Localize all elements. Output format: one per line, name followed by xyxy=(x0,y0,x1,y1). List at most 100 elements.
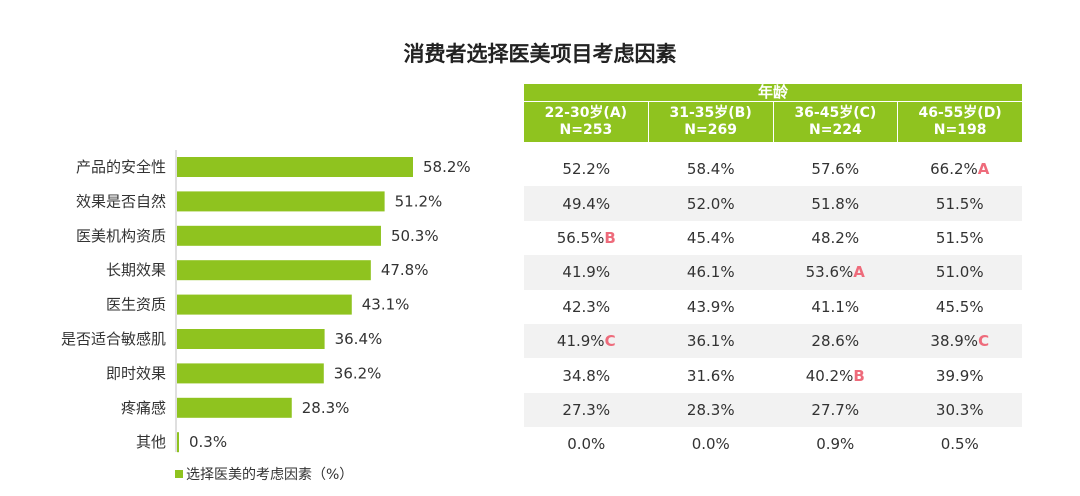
bar-value-label: 51.2% xyxy=(395,192,443,210)
category-label: 长期效果 xyxy=(106,261,166,279)
cell-value: 48.2% xyxy=(811,228,860,247)
cell-value: 0.0% xyxy=(567,435,606,454)
bar xyxy=(177,191,385,212)
cell-value: 52.2% xyxy=(562,160,611,179)
age-group-label: 31-35岁(B) xyxy=(669,105,752,121)
table-cell: 0.5% xyxy=(898,435,1023,453)
bar xyxy=(177,363,324,384)
table-row: 34.8% 31.6% 40.2%B 39.9% xyxy=(524,358,1022,392)
bar-value-label: 36.2% xyxy=(334,364,382,382)
bar-value-label: 43.1% xyxy=(362,296,410,314)
table-cell: 51.5% xyxy=(898,195,1023,213)
table-cell: 51.5% xyxy=(898,229,1023,247)
table-row: 27.3% 28.3% 27.7% 30.3% xyxy=(524,392,1022,428)
table-cell: 48.2% xyxy=(773,229,898,247)
cell-value: 41.1% xyxy=(811,297,860,316)
bar xyxy=(177,432,179,453)
age-group-n: N=198 xyxy=(933,122,987,138)
cell-value: 45.4% xyxy=(686,228,735,247)
table-cell: 41.9% xyxy=(524,263,649,281)
age-group-c: 36-45岁(C) N=224 xyxy=(773,102,898,142)
table-cell: 34.8% xyxy=(524,367,649,385)
bar xyxy=(177,260,371,281)
bar xyxy=(177,294,352,315)
table-cell: 52.2% xyxy=(524,160,649,178)
category-label: 医生资质 xyxy=(106,296,166,314)
legend-label: 选择医美的考虑因素（%） xyxy=(186,467,354,483)
table-cell: 0.9% xyxy=(773,435,898,453)
bar xyxy=(177,329,325,349)
significance-marker: B xyxy=(853,366,865,385)
cell-value: 28.3% xyxy=(686,400,735,419)
table-cell: 58.4% xyxy=(649,160,774,178)
cell-value: 34.8% xyxy=(562,366,611,385)
significance-marker: B xyxy=(604,228,616,247)
age-group-b: 31-35岁(B) N=269 xyxy=(648,102,773,142)
bar xyxy=(177,157,413,177)
category-label: 医美机构资质 xyxy=(76,227,166,245)
age-group-n: N=253 xyxy=(559,122,613,138)
cell-value: 30.3% xyxy=(935,400,984,419)
table-row: 41.9%C 36.1% 28.6% 38.9%C xyxy=(524,323,1022,359)
cell-value: 27.3% xyxy=(562,400,611,419)
cell-value: 51.8% xyxy=(811,194,860,213)
table-cell: 46.1% xyxy=(649,263,774,281)
table-body: 52.2% 58.4% 57.6% 66.2%A 49.4% 52.0% 51.8% 51.5… xyxy=(524,152,1022,462)
age-table: 年龄 22-30岁(A) N=253 31-35岁(B) N=269 36-45… xyxy=(524,84,1022,462)
cell-value: 49.4% xyxy=(562,194,611,213)
table-cell: 49.4% xyxy=(524,195,649,213)
age-group-n: N=269 xyxy=(684,122,737,138)
bar-value-label: 58.2% xyxy=(423,158,471,176)
table-cell: 51.8% xyxy=(773,195,898,213)
age-group-a: 22-30岁(A) N=253 xyxy=(524,102,648,142)
table-cell: 53.6%A xyxy=(773,263,898,281)
bar-value-label: 0.3% xyxy=(189,433,227,451)
bar xyxy=(177,225,381,246)
cell-value: 58.4% xyxy=(686,160,735,179)
bar-value-label: 47.8% xyxy=(381,261,429,279)
table-cell: 40.2%B xyxy=(773,367,898,385)
table-row: 49.4% 52.0% 51.8% 51.5% xyxy=(524,186,1023,221)
table-cell: 45.5% xyxy=(898,298,1023,316)
cell-value: 40.2% xyxy=(805,366,854,385)
cell-value: 51.5% xyxy=(935,194,984,213)
table-row: 42.3% 43.9% 41.1% 45.5% xyxy=(524,290,1022,324)
cell-value: 39.9% xyxy=(935,366,984,385)
significance-marker: A xyxy=(977,160,990,179)
cell-value: 66.2% xyxy=(930,160,978,179)
category-label: 其他 xyxy=(136,433,166,451)
table-cell: 57.6% xyxy=(773,160,898,178)
age-group-n: N=224 xyxy=(809,122,862,138)
bar-chart: 产品的安全性 58.2% 效果是否自然 51.2% 医美机构资质 50.3% 长期效果 47.… xyxy=(61,150,471,453)
table-cell: 42.3% xyxy=(524,298,649,316)
table-row: 41.9% 46.1% 53.6%A 51.0% xyxy=(524,255,1023,290)
cell-value: 0.9% xyxy=(816,435,855,454)
bar-value-label: 28.3% xyxy=(302,399,350,417)
age-group-label: 46-55岁(D) xyxy=(918,105,1002,121)
bar xyxy=(177,397,292,418)
cell-value: 53.6% xyxy=(805,263,854,282)
significance-marker: C xyxy=(604,332,616,351)
category-label: 是否适合敏感肌 xyxy=(61,330,166,348)
cell-value: 0.0% xyxy=(691,435,730,454)
legend: 选择医美的考虑因素（%） xyxy=(175,464,353,484)
table-cell: 28.6% xyxy=(773,332,898,350)
cell-value: 41.9% xyxy=(562,263,611,282)
cell-value: 51.5% xyxy=(935,228,984,247)
category-label: 疼痛感 xyxy=(121,399,166,417)
table-cell: 52.0% xyxy=(649,195,774,213)
cell-value: 45.5% xyxy=(935,297,984,316)
cell-value: 36.1% xyxy=(686,332,735,351)
age-group-label: 36-45岁(C) xyxy=(794,105,877,121)
table-cell: 36.1% xyxy=(649,332,774,350)
table-cell: 51.0% xyxy=(898,263,1023,281)
table-cell: 28.3% xyxy=(649,401,774,419)
cell-value: 52.0% xyxy=(686,194,735,213)
cell-value: 27.7% xyxy=(811,400,860,419)
cell-value: 51.0% xyxy=(935,263,984,282)
cell-value: 42.3% xyxy=(562,297,611,316)
cell-value: 46.1% xyxy=(686,263,735,282)
bar-value-label: 50.3% xyxy=(391,227,439,245)
cell-value: 56.5% xyxy=(556,228,605,247)
legend-swatch xyxy=(175,470,183,478)
